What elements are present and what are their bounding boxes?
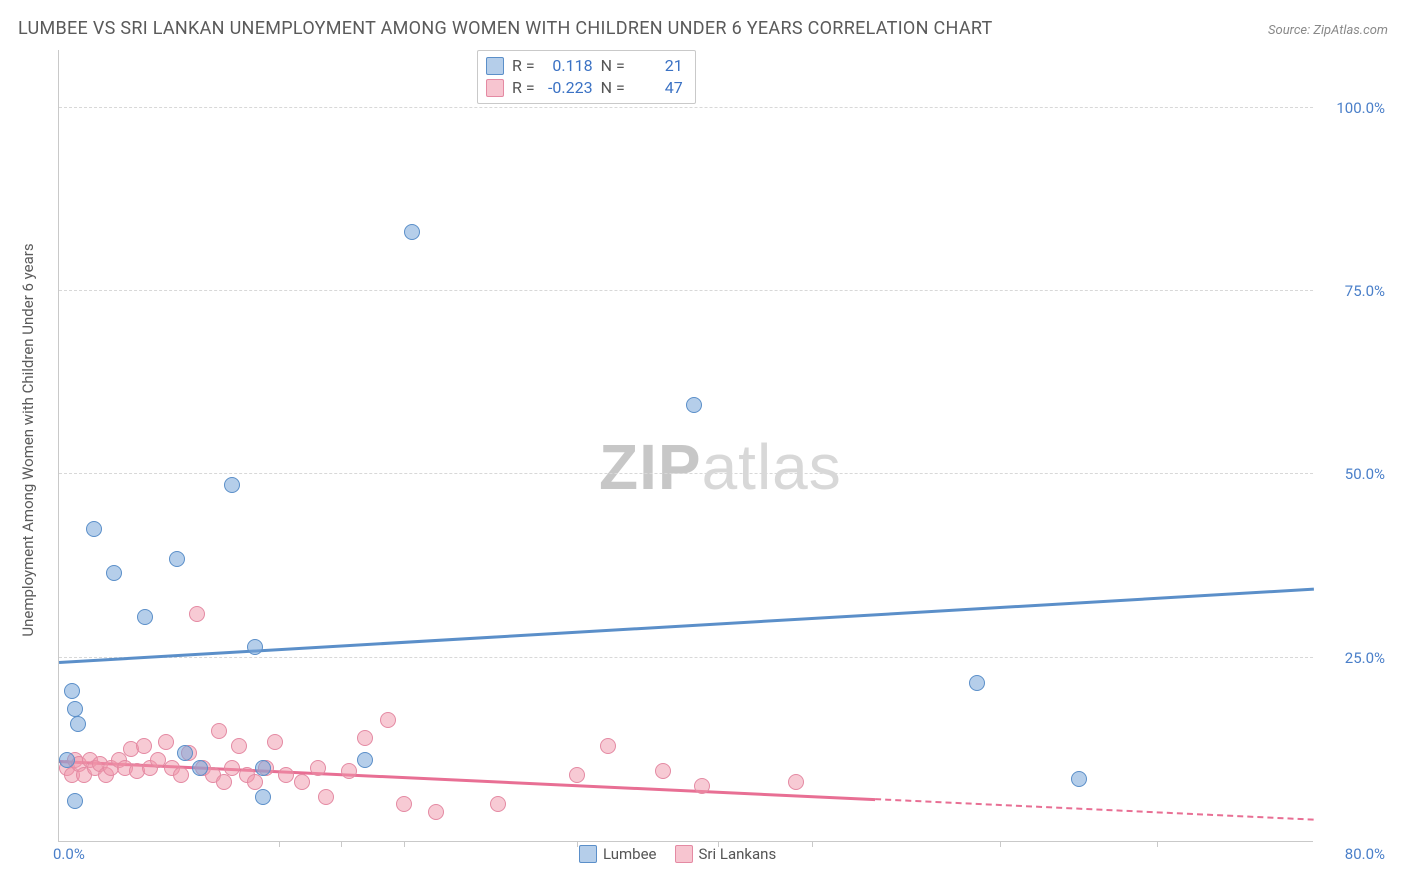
data-point-sri bbox=[158, 734, 174, 750]
data-point-lumbee bbox=[70, 716, 86, 732]
x-tick-mark bbox=[718, 841, 719, 847]
grid-line bbox=[59, 473, 1313, 474]
data-point-sri bbox=[357, 730, 373, 746]
data-point-sri bbox=[694, 778, 710, 794]
data-point-lumbee bbox=[64, 683, 80, 699]
data-point-lumbee bbox=[86, 521, 102, 537]
data-point-sri bbox=[600, 738, 616, 754]
data-point-lumbee bbox=[357, 752, 373, 768]
swatch-lumbee-icon bbox=[486, 57, 504, 75]
data-point-sri bbox=[278, 767, 294, 783]
data-point-lumbee bbox=[59, 752, 75, 768]
n-value-sri: 47 bbox=[631, 77, 683, 99]
chart-plot-area: ZIPatlas R = 0.118 N = 21 R = -0.223 N =… bbox=[58, 50, 1388, 860]
data-point-sri bbox=[310, 760, 326, 776]
x-tick-mark bbox=[279, 841, 280, 847]
n-label: N = bbox=[601, 55, 625, 77]
y-tick-label: 50.0% bbox=[1345, 465, 1385, 483]
data-point-sri bbox=[341, 763, 357, 779]
data-point-sri bbox=[490, 796, 506, 812]
legend-item-lumbee: Lumbee bbox=[579, 845, 657, 863]
stats-row-lumbee: R = 0.118 N = 21 bbox=[486, 55, 683, 77]
x-tick-mark bbox=[404, 841, 405, 847]
data-point-sri bbox=[380, 712, 396, 728]
trend-line-lumbee bbox=[59, 589, 1314, 662]
data-point-lumbee bbox=[969, 675, 985, 691]
data-point-sri bbox=[247, 774, 263, 790]
data-point-sri bbox=[396, 796, 412, 812]
x-axis-min-label: 0.0% bbox=[53, 845, 85, 863]
data-point-lumbee bbox=[137, 609, 153, 625]
data-point-sri bbox=[318, 789, 334, 805]
data-point-lumbee bbox=[686, 397, 702, 413]
data-point-sri bbox=[189, 606, 205, 622]
x-tick-mark bbox=[577, 841, 578, 847]
data-point-lumbee bbox=[67, 793, 83, 809]
series-legend: Lumbee Sri Lankans bbox=[579, 845, 776, 863]
watermark-rest: atlas bbox=[702, 431, 842, 503]
x-tick-mark bbox=[1000, 841, 1001, 847]
swatch-sri-icon bbox=[675, 845, 693, 863]
r-value-lumbee: 0.118 bbox=[541, 55, 593, 77]
y-tick-label: 75.0% bbox=[1345, 282, 1385, 300]
data-point-sri bbox=[224, 760, 240, 776]
legend-label-lumbee: Lumbee bbox=[603, 845, 657, 863]
stats-row-sri: R = -0.223 N = 47 bbox=[486, 77, 683, 99]
data-point-sri bbox=[173, 767, 189, 783]
r-label: R = bbox=[512, 77, 535, 99]
data-point-lumbee bbox=[247, 639, 263, 655]
data-point-sri bbox=[294, 774, 310, 790]
data-point-sri bbox=[569, 767, 585, 783]
data-point-lumbee bbox=[404, 224, 420, 240]
data-point-sri bbox=[267, 734, 283, 750]
data-point-lumbee bbox=[67, 701, 83, 717]
grid-line bbox=[59, 107, 1313, 108]
x-tick-mark bbox=[341, 841, 342, 847]
x-tick-mark bbox=[1157, 841, 1158, 847]
data-point-lumbee bbox=[1071, 771, 1087, 787]
data-point-lumbee bbox=[106, 565, 122, 581]
data-point-sri bbox=[428, 804, 444, 820]
data-point-lumbee bbox=[177, 745, 193, 761]
data-point-sri bbox=[216, 774, 232, 790]
legend-item-sri: Sri Lankans bbox=[675, 845, 777, 863]
swatch-sri-icon bbox=[486, 79, 504, 97]
data-point-lumbee bbox=[169, 551, 185, 567]
data-point-lumbee bbox=[192, 760, 208, 776]
grid-line bbox=[59, 290, 1313, 291]
legend-label-sri: Sri Lankans bbox=[699, 845, 777, 863]
data-point-lumbee bbox=[224, 477, 240, 493]
x-axis-max-label: 80.0% bbox=[1345, 845, 1385, 863]
watermark: ZIPatlas bbox=[599, 430, 842, 504]
y-tick-label: 25.0% bbox=[1345, 649, 1385, 667]
r-value-sri: -0.223 bbox=[541, 77, 593, 99]
stats-legend: R = 0.118 N = 21 R = -0.223 N = 47 bbox=[477, 50, 696, 104]
plot-inner: ZIPatlas R = 0.118 N = 21 R = -0.223 N =… bbox=[58, 50, 1313, 842]
y-tick-label: 100.0% bbox=[1336, 99, 1385, 117]
watermark-bold: ZIP bbox=[599, 431, 702, 503]
data-point-lumbee bbox=[255, 760, 271, 776]
y-axis-label: Unemployment Among Women with Children U… bbox=[19, 243, 37, 636]
chart-title: LUMBEE VS SRI LANKAN UNEMPLOYMENT AMONG … bbox=[18, 18, 993, 39]
n-value-lumbee: 21 bbox=[631, 55, 683, 77]
data-point-lumbee bbox=[255, 789, 271, 805]
data-point-sri bbox=[231, 738, 247, 754]
source-attribution: Source: ZipAtlas.com bbox=[1268, 23, 1388, 38]
x-tick-mark bbox=[812, 841, 813, 847]
data-point-sri bbox=[211, 723, 227, 739]
data-point-sri bbox=[655, 763, 671, 779]
data-point-sri bbox=[788, 774, 804, 790]
swatch-lumbee-icon bbox=[579, 845, 597, 863]
grid-line bbox=[59, 657, 1313, 658]
r-label: R = bbox=[512, 55, 535, 77]
data-point-sri bbox=[136, 738, 152, 754]
n-label: N = bbox=[601, 77, 625, 99]
